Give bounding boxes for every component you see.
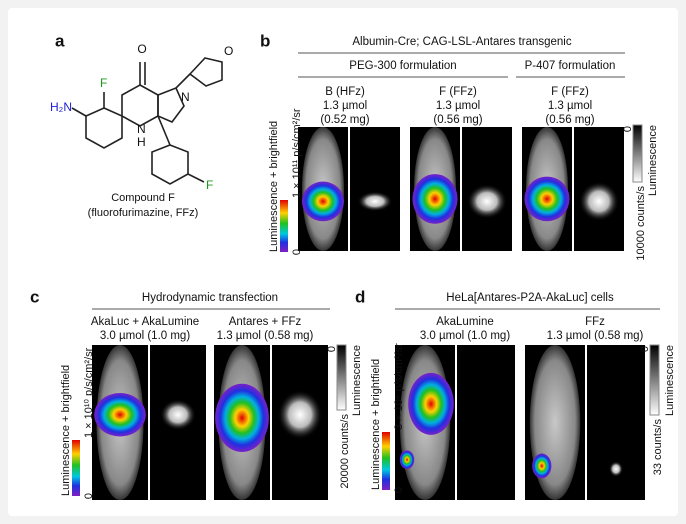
scale-label: 0 [622, 126, 634, 132]
scale-label: 0 [639, 346, 651, 352]
colorbar [382, 432, 390, 490]
scale-label: 0 [291, 249, 303, 255]
scale-label: Luminescence [664, 345, 676, 416]
mouse-image [410, 127, 460, 251]
luminescence-signal [94, 393, 146, 437]
atom-label: H₂N [50, 100, 72, 114]
atom-label: N [181, 90, 190, 104]
atom-label: O [224, 44, 233, 58]
panel-title: Hydrodynamic transfection [142, 292, 278, 304]
mouse-image [522, 127, 572, 251]
panel-label: c [30, 287, 39, 306]
column-label: 1.3 µmol [323, 100, 367, 112]
luminescence-gray [609, 461, 623, 477]
scale-label: 1 × 10¹¹ p/s/cm²/sr [291, 108, 303, 198]
column-label: (0.52 mg) [320, 114, 369, 126]
luminescence-gray [160, 399, 196, 431]
mouse-image [574, 127, 624, 251]
column-label: AkaLumine [436, 316, 494, 328]
panel-label: a [55, 31, 65, 50]
panel-label: b [260, 31, 270, 50]
column-label: 3.0 µmol (1.0 mg) [100, 330, 191, 342]
atom-label: O [137, 42, 146, 56]
image-background [350, 127, 400, 251]
luminescence-signal [532, 453, 552, 479]
scale-label: 0 [393, 487, 405, 493]
atom-label: H [137, 135, 146, 149]
mouse-image [462, 127, 512, 251]
grayscale-bar [336, 344, 347, 411]
scale-label: Luminescence [647, 125, 659, 196]
mouse-image [457, 345, 515, 500]
scale-label: Luminescence + brightfield [268, 121, 280, 252]
colorbar [72, 440, 80, 496]
luminescence-signal [408, 372, 454, 435]
mouse-image [298, 127, 348, 251]
luminescence-gray [277, 389, 323, 440]
column-label: 1.3 µmol [436, 100, 480, 112]
colorbar [280, 200, 288, 252]
column-label: 1.3 µmol (0.58 mg) [217, 330, 314, 342]
luminescence-gray [579, 181, 619, 222]
atom-label: F [100, 76, 107, 90]
luminescence-signal [215, 383, 269, 452]
scale-label: 3 × 10⁶ p/s/cm²/sr [393, 343, 405, 430]
mouse-image [214, 345, 270, 500]
scale-label: 0 [83, 493, 95, 499]
structure [71, 57, 223, 185]
column-label: (0.56 mg) [545, 114, 594, 126]
atom-label: N [137, 122, 146, 136]
caption: Compound F [111, 192, 175, 204]
scale-label: 33 counts/s [652, 419, 664, 476]
scale-label: 20000 counts/s [339, 414, 351, 489]
grayscale-bar [649, 344, 660, 416]
scale-label: 0 [326, 346, 338, 352]
mouse-image [587, 345, 645, 500]
panel-title: Albumin-Cre; CAG-LSL-Antares transgenic [352, 36, 571, 48]
luminescence-signal [412, 174, 458, 224]
column-label: B (HFz) [325, 86, 365, 98]
scale-label: Luminescence + brightfield [370, 359, 382, 490]
column-label: (0.56 mg) [433, 114, 482, 126]
image-background [457, 345, 515, 500]
column-label: Antares + FFz [229, 316, 302, 328]
panel-label: d [355, 287, 365, 306]
atom-label: F [206, 178, 213, 192]
mouse-image [92, 345, 148, 500]
luminescence-signal [302, 181, 344, 222]
column-label: AkaLuc + AkaLumine [91, 316, 199, 328]
mouse-image [395, 345, 455, 500]
scale-label: 10000 counts/s [635, 186, 647, 261]
mouse-image [150, 345, 206, 500]
caption: (fluorofurimazine, FFz) [88, 207, 199, 219]
column-label: 1.3 µmol [548, 100, 592, 112]
luminescence-signal [399, 450, 415, 470]
column-label: F (FFz) [551, 86, 589, 98]
scale-label: 1 × 10¹⁰ p/s/cm²/sr [83, 347, 95, 438]
column-label: F (FFz) [439, 86, 477, 98]
group-label: P-407 formulation [525, 60, 616, 72]
column-label: 1.3 µmol (0.58 mg) [547, 330, 644, 342]
grayscale-bar [632, 124, 643, 183]
mouse-image [272, 345, 328, 500]
column-label: FFz [585, 316, 605, 328]
scale-label: Luminescence [351, 345, 363, 416]
luminescence-gray [467, 184, 507, 219]
column-label: 3.0 µmol (1.0 mg) [420, 330, 511, 342]
mouse-image [350, 127, 400, 251]
scale-label: Luminescence + brightfield [60, 365, 72, 496]
luminescence-signal [524, 176, 570, 222]
luminescence-gray [357, 191, 393, 212]
group-label: PEG-300 formulation [349, 60, 456, 72]
panel-title: HeLa[Antares-P2A-AkaLuc] cells [446, 292, 614, 304]
mouse-image [525, 345, 585, 500]
